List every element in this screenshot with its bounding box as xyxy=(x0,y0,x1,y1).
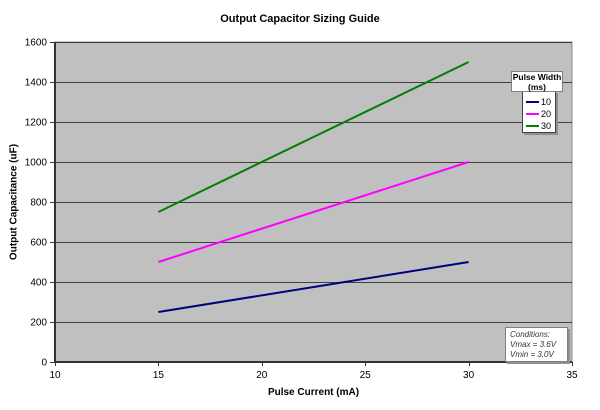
conditions-line3: Vmin = 3.0V xyxy=(510,350,554,359)
legend-entry: 10 xyxy=(526,96,555,108)
x-tick-label: 15 xyxy=(153,370,165,381)
series-line-30 xyxy=(157,61,470,213)
legend-title-line2: (ms) xyxy=(528,81,546,92)
y-tick-label: 1600 xyxy=(25,38,48,49)
y-tick-label: 600 xyxy=(30,238,47,249)
legend-entry: 20 xyxy=(526,108,555,120)
legend-label: 10 xyxy=(541,97,552,107)
legend-label: 30 xyxy=(541,121,552,131)
legend-label: 20 xyxy=(541,109,552,119)
y-axis-title: Output Capacitance (uF) xyxy=(8,143,20,261)
conditions-line1: Conditions: xyxy=(510,330,551,339)
legend-line-sample xyxy=(526,125,539,127)
x-tick-label: 10 xyxy=(49,370,61,381)
conditions-annotation: Conditions: Vmax = 3.6V Vmin = 3.0V xyxy=(505,327,568,362)
legend-line-sample xyxy=(526,113,539,115)
y-tick-label: 800 xyxy=(30,198,47,209)
x-tick-label: 25 xyxy=(360,370,372,381)
legend-line-sample xyxy=(526,101,539,103)
chart-title: Output Capacitor Sizing Guide xyxy=(220,13,380,25)
legend-entry: 30 xyxy=(526,120,555,132)
legend-title: Pulse Width (ms) xyxy=(511,71,563,92)
y-tick-label: 1400 xyxy=(25,78,48,89)
y-tick-label: 1200 xyxy=(25,118,48,129)
y-tick-label: 200 xyxy=(30,318,47,329)
y-tick-label: 400 xyxy=(30,278,47,289)
y-tick-label: 1000 xyxy=(25,158,48,169)
x-axis-title: Pulse Current (mA) xyxy=(267,387,360,398)
y-tick-label: 0 xyxy=(41,358,47,369)
legend-box: 10 20 30 xyxy=(522,91,556,133)
legend-title-line1: Pulse Width xyxy=(512,72,562,82)
x-tick-label: 20 xyxy=(256,370,268,381)
conditions-line2: Vmax = 3.6V xyxy=(510,340,557,349)
series-line-20 xyxy=(158,161,469,263)
x-tick-label: 35 xyxy=(566,370,578,381)
series-line-10 xyxy=(158,261,469,313)
x-tick-label: 30 xyxy=(463,370,475,381)
